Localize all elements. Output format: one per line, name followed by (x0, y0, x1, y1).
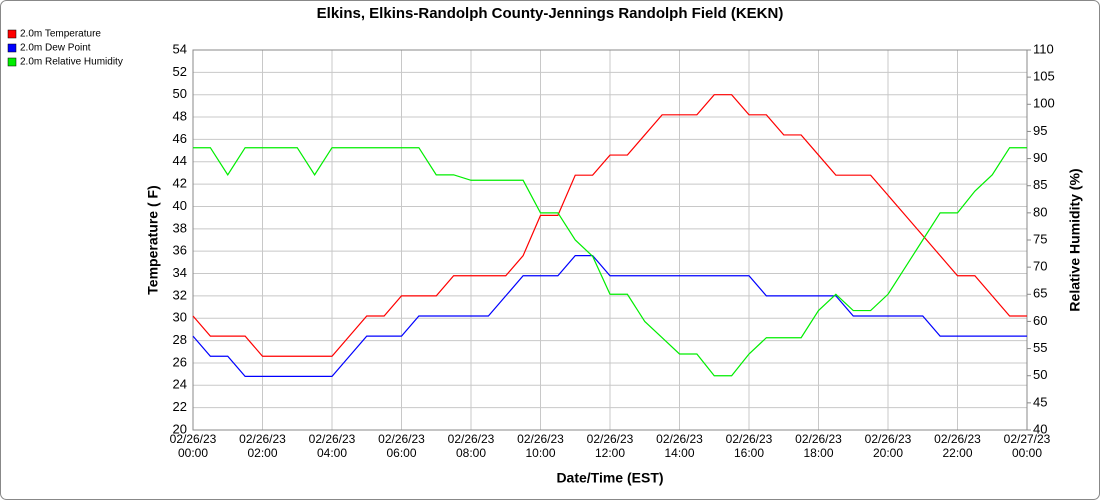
x-tick-label: 02/26/23 06:00 (378, 432, 425, 460)
y-tick-label: 46 (173, 131, 187, 146)
x-axis-label: Date/Time (EST) (556, 470, 663, 486)
x-tick-label: 02/27/23 00:00 (1004, 432, 1051, 460)
y-tick-label: 30 (173, 310, 187, 325)
y-tick-label: 28 (173, 332, 187, 347)
y-tick-label: 50 (173, 86, 187, 101)
y2-axis-label: Relative Humidity (%) (1067, 168, 1083, 311)
y-tick-label: 20 (173, 421, 187, 436)
x-tick-label: 02/26/23 18:00 (795, 432, 842, 460)
y2-tick-label: 70 (1033, 259, 1047, 274)
y2-tick-label: 100 (1033, 96, 1055, 111)
y-tick-label: 44 (173, 153, 187, 168)
y2-tick-label: 45 (1033, 394, 1047, 409)
legend-label: 2.0m Temperature (20, 29, 101, 40)
y2-tick-label: 80 (1033, 204, 1047, 219)
x-tick-label: 02/26/23 10:00 (517, 432, 564, 460)
x-tick-label: 02/26/23 08:00 (448, 432, 495, 460)
legend-swatch (7, 29, 17, 39)
y2-tick-label: 110 (1033, 41, 1054, 56)
y-axis-label: Temperature ( F) (145, 185, 161, 294)
x-tick-label: 02/26/23 20:00 (865, 432, 912, 460)
y-tick-label: 22 (173, 399, 187, 414)
y-tick-label: 52 (173, 64, 187, 79)
y-tick-label: 26 (173, 354, 187, 369)
data-line (192, 94, 1027, 357)
data-line (193, 147, 1027, 377)
y-tick-label: 48 (173, 108, 187, 123)
y2-tick-label: 85 (1033, 177, 1047, 192)
y-tick-label: 34 (173, 265, 187, 280)
x-tick-label: 02/26/23 22:00 (934, 432, 981, 460)
y2-tick-label: 65 (1033, 286, 1047, 301)
legend-label: 2.0m Dew Point (20, 43, 91, 54)
legend-swatch (7, 43, 17, 53)
x-tick-label: 02/26/23 02:00 (239, 432, 286, 460)
y2-tick-label: 50 (1033, 367, 1047, 382)
y-tick-label: 36 (173, 243, 187, 258)
y-tick-label: 24 (173, 377, 187, 392)
y2-tick-label: 55 (1033, 340, 1047, 355)
chart-title: Elkins, Elkins-Randolph County-Jennings … (317, 5, 784, 22)
x-tick-label: 02/26/23 04:00 (309, 432, 356, 460)
x-tick-label: 02/26/23 16:00 (726, 432, 773, 460)
x-tick-label: 02/26/23 14:00 (656, 432, 703, 460)
y-tick-label: 32 (173, 287, 187, 302)
y-tick-label: 40 (173, 198, 187, 213)
y-tick-label: 54 (173, 41, 187, 56)
x-tick-label: 02/26/23 12:00 (587, 432, 634, 460)
y2-tick-label: 40 (1033, 421, 1047, 436)
legend-label: 2.0m Relative Humidity (20, 57, 123, 68)
y-tick-label: 42 (173, 176, 187, 191)
y2-tick-label: 95 (1033, 123, 1047, 138)
x-tick-label: 02/26/23 00:00 (170, 432, 217, 460)
legend-swatch (7, 57, 17, 67)
y2-tick-label: 105 (1033, 69, 1055, 84)
y2-tick-label: 75 (1033, 231, 1047, 246)
data-line (192, 255, 1027, 377)
y2-tick-label: 60 (1033, 313, 1047, 328)
y-tick-label: 38 (173, 220, 187, 235)
plot-frame (192, 49, 1028, 431)
y2-tick-label: 90 (1033, 150, 1047, 165)
